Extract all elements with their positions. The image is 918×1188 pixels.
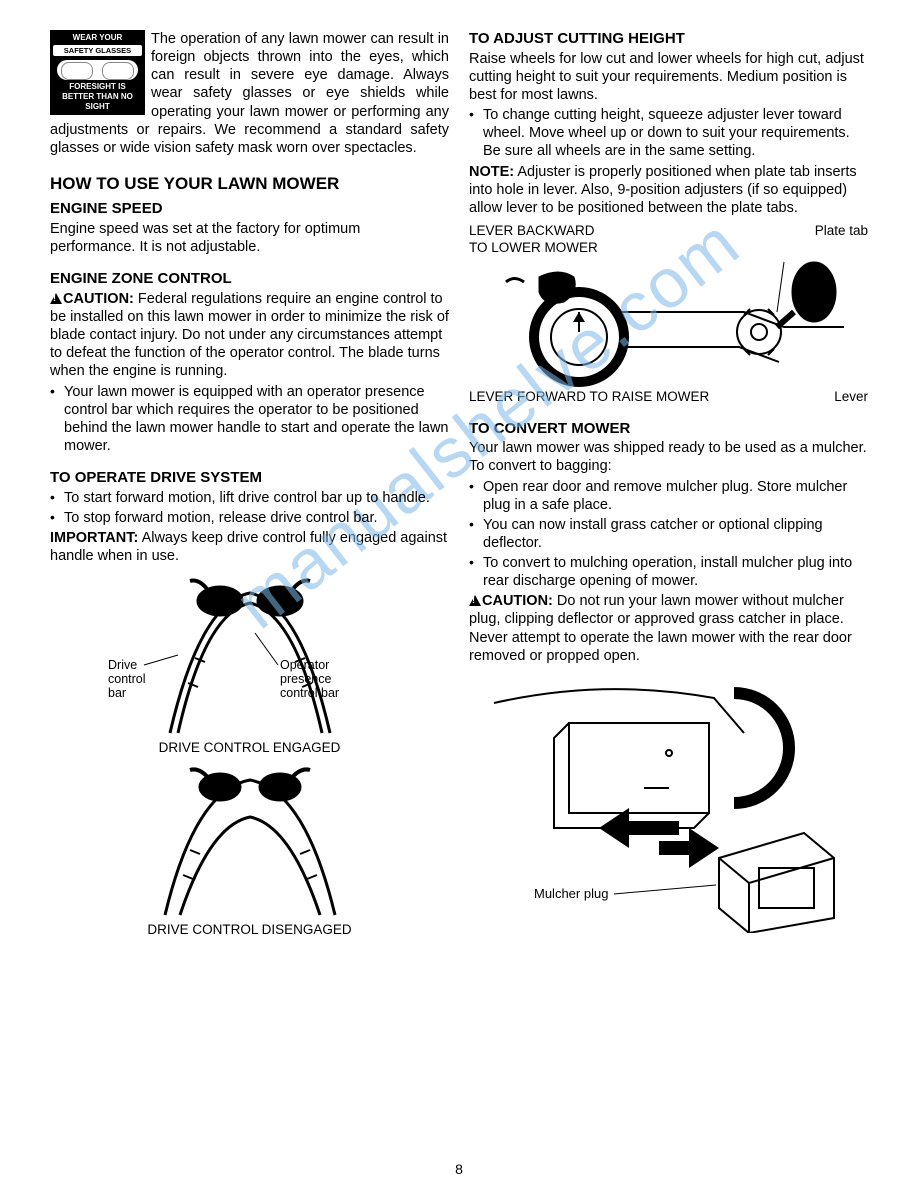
drive-bullet-list: To start forward motion, lift drive cont… bbox=[50, 489, 449, 527]
heading-engine-speed: ENGINE SPEED bbox=[50, 200, 449, 219]
convert-bullet-list: Open rear door and remove mulcher plug. … bbox=[469, 478, 868, 591]
adjust-body: Raise wheels for low cut and lower wheel… bbox=[469, 50, 868, 104]
badge-text-top: WEAR YOUR bbox=[53, 33, 142, 43]
figure-caption: DRIVE CONTROL DISENGAGED bbox=[50, 922, 449, 939]
important-label: IMPORTANT: bbox=[50, 530, 138, 546]
heading-engine-zone: ENGINE ZONE CONTROL bbox=[50, 270, 449, 289]
zone-bullet-list: Your lawn mower is equipped with an oper… bbox=[50, 383, 449, 456]
badge-text-mid: SAFETY GLASSES bbox=[53, 45, 142, 56]
note-label: NOTE: bbox=[469, 164, 514, 180]
note-body: Adjuster is properly positioned when pla… bbox=[469, 164, 857, 216]
lever-label-bottom-right: Lever bbox=[834, 389, 868, 406]
heading-how-to-use: HOW TO USE YOUR LAWN MOWER bbox=[50, 173, 449, 194]
svg-text:bar: bar bbox=[108, 686, 126, 700]
figure-height-adjust bbox=[469, 257, 868, 387]
list-item: To stop forward motion, release drive co… bbox=[64, 509, 449, 527]
caution-label: CAUTION: bbox=[482, 593, 553, 609]
lever-label-top-right: Plate tab bbox=[815, 223, 868, 257]
caution-icon bbox=[469, 595, 481, 606]
svg-text:Mulcher plug: Mulcher plug bbox=[534, 886, 608, 901]
list-item: You can now install grass catcher or opt… bbox=[483, 516, 868, 552]
list-item: Your lawn mower is equipped with an oper… bbox=[64, 383, 449, 456]
page-number: 8 bbox=[455, 1161, 463, 1179]
safety-glasses-badge: WEAR YOUR SAFETY GLASSES FORESIGHT IS BE… bbox=[50, 30, 145, 115]
figure-drive-engaged: Drive control bar Operator presence cont… bbox=[50, 573, 449, 757]
lever-label-top-left2: TO LOWER MOWER bbox=[469, 240, 598, 257]
svg-text:control bar: control bar bbox=[280, 686, 339, 700]
adjust-bullet-list: To change cutting height, squeeze adjust… bbox=[469, 106, 868, 160]
zone-caution: CAUTION: Federal regulations require an … bbox=[50, 290, 449, 381]
convert-body: Your lawn mower was shipped ready to be … bbox=[469, 439, 868, 475]
figure-drive-disengaged: DRIVE CONTROL DISENGAGED bbox=[50, 765, 449, 939]
heading-drive-system: TO OPERATE DRIVE SYSTEM bbox=[50, 469, 449, 488]
svg-text:presence: presence bbox=[280, 672, 331, 686]
lever-label-bottom-left: LEVER FORWARD TO RAISE MOWER bbox=[469, 389, 709, 406]
list-item: To change cutting height, squeeze adjust… bbox=[483, 106, 868, 160]
svg-text:Operator: Operator bbox=[280, 658, 329, 672]
figure-mulcher-plug: Mulcher plug bbox=[469, 673, 868, 933]
list-item: To start forward motion, lift drive cont… bbox=[64, 489, 449, 507]
important-note: IMPORTANT: Always keep drive control ful… bbox=[50, 529, 449, 565]
list-item: Open rear door and remove mulcher plug. … bbox=[483, 478, 868, 514]
svg-text:control: control bbox=[108, 672, 146, 686]
engine-speed-body: Engine speed was set at the factory for … bbox=[50, 220, 449, 256]
list-item: To convert to mulching operation, instal… bbox=[483, 554, 868, 590]
heading-convert-mower: TO CONVERT MOWER bbox=[469, 420, 868, 439]
fig1-left-label: Drive bbox=[108, 658, 137, 672]
goggles-icon bbox=[57, 60, 138, 80]
adjust-note: NOTE: Adjuster is properly positioned wh… bbox=[469, 163, 868, 217]
figure-caption: DRIVE CONTROL ENGAGED bbox=[50, 740, 449, 757]
convert-caution: CAUTION: Do not run your lawn mower with… bbox=[469, 592, 868, 665]
badge-text-bottom: FORESIGHT IS BETTER THAN NO SIGHT bbox=[53, 82, 142, 112]
heading-adjust-height: TO ADJUST CUTTING HEIGHT bbox=[469, 30, 868, 49]
lever-label-top-left1: LEVER BACKWARD bbox=[469, 223, 598, 240]
caution-label: CAUTION: bbox=[63, 291, 134, 307]
caution-icon bbox=[50, 293, 62, 304]
